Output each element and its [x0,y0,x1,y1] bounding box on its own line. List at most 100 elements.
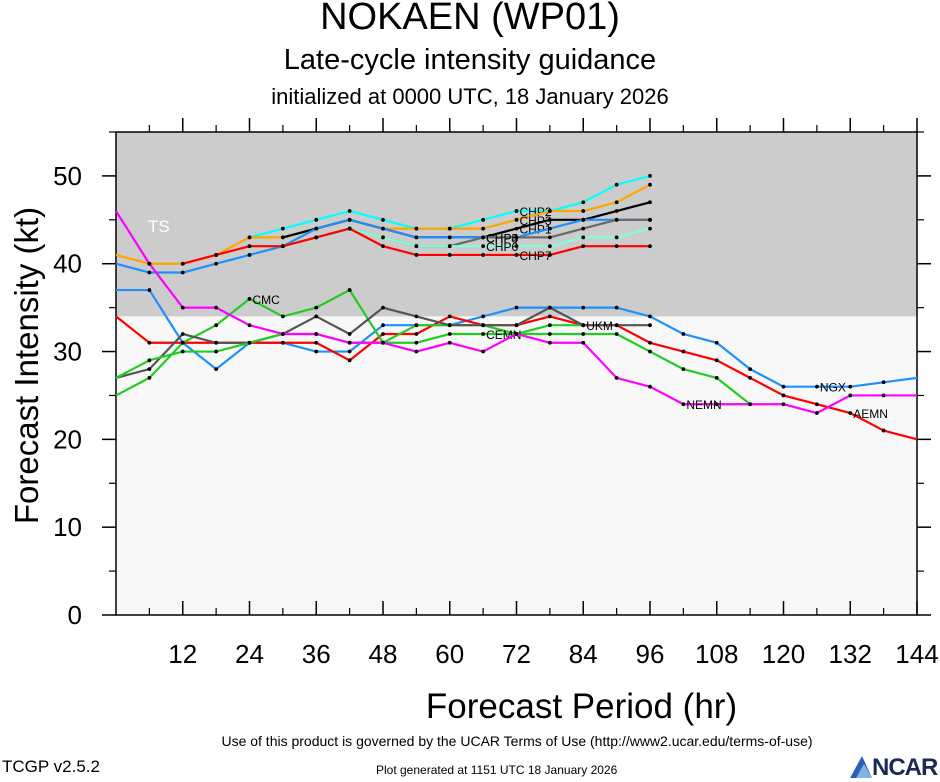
data-point [581,217,586,222]
data-point [147,358,152,363]
series-line-cemn [115,332,751,406]
data-point [648,226,652,231]
data-point [648,340,652,345]
x-tick-label: 48 [369,639,398,669]
data-point [247,235,252,240]
data-point [247,323,252,328]
data-point [814,411,819,415]
data-point [381,323,385,328]
series-ukm: UKM [115,305,652,379]
series-label: UKM [586,319,613,333]
y-tick-label: 10 [53,512,82,542]
y-tick-label: 0 [68,600,82,630]
data-point [581,323,586,328]
data-point [514,305,519,310]
data-point [614,182,619,187]
series-label: NEMN [686,398,721,412]
data-point [247,253,252,257]
chart-title: NOKAEN (WP01) [320,0,620,38]
data-point [581,305,586,310]
data-point [381,235,385,240]
ncar-logo-icon [850,756,872,778]
data-point [347,209,352,213]
data-point [314,305,319,310]
data-point [147,288,152,292]
data-point [481,314,486,319]
data-point [547,209,552,213]
x-tick-label: 36 [302,639,331,669]
data-point [614,209,619,213]
data-point [681,367,686,372]
data-point [648,244,652,249]
data-point [848,393,853,398]
data-point [314,226,319,231]
data-point [748,402,753,407]
data-point [414,235,419,240]
data-point [514,332,519,336]
data-point [214,340,219,345]
data-point [648,200,652,205]
data-point [214,305,219,310]
data-point [280,235,285,240]
data-point [681,402,686,407]
data-point [581,200,586,205]
data-point [180,261,185,266]
generated-time: Plot generated at 1151 UTC 18 January 20… [376,763,618,777]
data-point [481,332,486,336]
data-point [447,244,452,249]
data-point [681,332,686,336]
data-point [147,261,152,266]
data-point [147,375,152,380]
data-point [347,332,352,336]
data-point [648,349,652,354]
x-tick-label: 96 [636,639,665,669]
data-point [347,217,352,222]
data-point [748,367,753,372]
data-point [881,393,886,398]
data-point [347,288,352,292]
data-point [180,305,185,310]
data-point [481,244,486,249]
data-point [414,349,419,354]
data-point [514,235,519,240]
data-point [414,244,419,249]
band-label: TS [148,217,170,236]
data-point [714,375,719,380]
intensity-chart: TS 12 24 36 48 60 72 84 96 108 120 132 144 0 10 20 30 40 5… [8,118,939,726]
data-point [581,340,586,345]
data-point [381,226,385,231]
x-tick-label: 24 [235,639,264,669]
data-point [514,244,519,249]
data-point [447,314,452,319]
series-label: CHP5 [486,231,518,245]
data-point [648,182,652,187]
data-point [514,217,519,222]
data-point [514,253,519,257]
data-point [781,402,786,407]
data-point [648,174,652,178]
data-point [314,340,319,345]
chart-subtitle: Late-cycle intensity guidance [283,44,657,76]
data-point [681,349,686,354]
data-point [848,411,853,415]
data-point [648,384,652,389]
data-point [447,253,452,257]
series-label: CHP2 [520,205,552,219]
series-label: CMC [253,293,281,307]
data-point [381,340,385,345]
x-tick-label: 84 [569,639,598,669]
data-point [614,323,619,328]
data-point [381,217,385,222]
data-point [447,226,452,231]
data-point [714,358,719,363]
data-point [314,314,319,319]
y-axis-label: Forecast Intensity (kt) [8,207,45,524]
data-point [214,349,219,354]
data-point [447,235,452,240]
data-point [648,314,652,319]
data-point [547,235,552,240]
intensity-band-1 [116,316,917,615]
x-tick-label: 12 [168,639,197,669]
x-tick-label: 120 [762,639,805,669]
data-point [481,323,486,328]
